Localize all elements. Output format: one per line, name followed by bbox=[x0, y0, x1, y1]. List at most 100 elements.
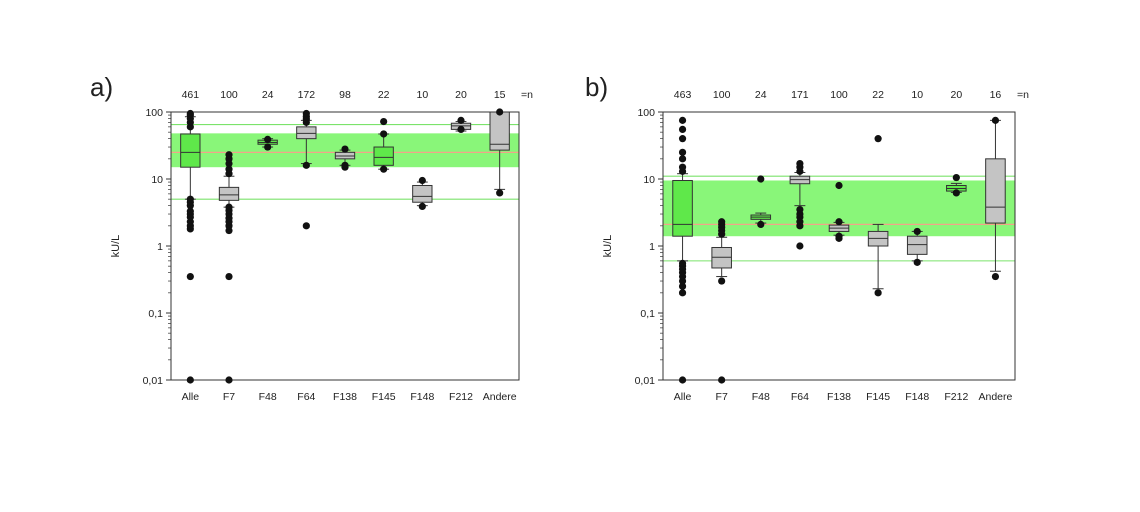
outlier-point bbox=[186, 376, 194, 384]
x-tick-label: F145 bbox=[866, 391, 890, 403]
box bbox=[985, 158, 1006, 224]
n-count-label: 463 bbox=[674, 89, 692, 101]
outlier-point bbox=[678, 376, 687, 384]
outlier-point bbox=[186, 272, 194, 281]
x-tick-label: Andere bbox=[483, 391, 517, 403]
x-tick-label: Andere bbox=[979, 391, 1013, 403]
x-tick-label: Alle bbox=[182, 391, 200, 403]
x-tick-label: Alle bbox=[674, 391, 692, 403]
outlier-point bbox=[418, 176, 426, 185]
n-suffix-label: =n bbox=[521, 89, 533, 101]
n-count-label: 22 bbox=[378, 89, 390, 101]
plot-frame bbox=[662, 111, 1016, 381]
outlier-point bbox=[796, 159, 804, 168]
x-tick-label: F48 bbox=[752, 391, 770, 403]
outlier-point bbox=[835, 232, 843, 240]
box bbox=[373, 146, 394, 166]
n-count-label: 22 bbox=[872, 89, 884, 101]
x-tick-label: F148 bbox=[905, 391, 929, 403]
outlier-point bbox=[341, 161, 349, 169]
outlier-point bbox=[913, 227, 921, 236]
outlier-point bbox=[302, 161, 310, 169]
n-count-label: 15 bbox=[494, 89, 506, 101]
outlier-point bbox=[264, 143, 272, 151]
outlier-point bbox=[186, 207, 194, 215]
n-suffix-label: =n bbox=[1017, 89, 1029, 101]
box bbox=[672, 179, 693, 237]
n-count-label: 172 bbox=[298, 89, 316, 101]
outlier-point bbox=[678, 163, 687, 171]
x-tick-label: F64 bbox=[791, 391, 809, 403]
x-tick-label: F212 bbox=[449, 391, 473, 403]
outlier-point bbox=[757, 220, 765, 229]
x-tick-label: F145 bbox=[372, 391, 396, 403]
outlier-point bbox=[380, 117, 388, 126]
x-tick-label: F7 bbox=[716, 391, 728, 403]
n-count-label: 100 bbox=[830, 89, 848, 101]
outlier-point bbox=[757, 175, 765, 183]
outlier-point bbox=[678, 148, 687, 156]
outlier-point bbox=[874, 289, 882, 297]
x-tick-label: F48 bbox=[259, 391, 277, 403]
x-tick-label: F212 bbox=[944, 391, 968, 403]
outlier-point bbox=[380, 165, 388, 173]
outlier-point bbox=[678, 289, 687, 297]
outlier-point bbox=[796, 205, 804, 214]
n-count-label: 100 bbox=[713, 89, 731, 101]
y-tick-label: 0,01 bbox=[143, 375, 164, 387]
outlier-point bbox=[341, 145, 349, 153]
outlier-point bbox=[225, 203, 233, 211]
n-count-label: 100 bbox=[220, 89, 238, 101]
outlier-point bbox=[678, 282, 687, 290]
outlier-point bbox=[952, 189, 960, 197]
n-count-label: 10 bbox=[911, 89, 923, 101]
outlier-point bbox=[718, 277, 726, 285]
box bbox=[711, 246, 732, 269]
n-count-label: 20 bbox=[950, 89, 962, 101]
outlier-point bbox=[186, 195, 194, 203]
outlier-point bbox=[302, 109, 310, 118]
outlier-point bbox=[225, 151, 233, 159]
panel-b: 0,01 0,1 1 10 100 kU/L b) 463 100 24 171 100 22 10 20 1… bbox=[585, 72, 1029, 403]
outlier-point bbox=[186, 109, 194, 118]
outlier-point bbox=[991, 116, 1000, 124]
n-count-label: 16 bbox=[990, 89, 1002, 101]
panel-label: a) bbox=[90, 72, 113, 102]
y-tick-label: 1 bbox=[157, 241, 163, 253]
y-tick-label: 10 bbox=[151, 174, 163, 186]
box bbox=[412, 184, 433, 203]
y-tick-label: 0,1 bbox=[148, 308, 163, 320]
x-tick-label: F64 bbox=[297, 391, 315, 403]
n-count-label: 171 bbox=[791, 89, 809, 101]
outlier-point bbox=[678, 259, 687, 267]
box bbox=[296, 126, 317, 140]
x-tick-label: F148 bbox=[410, 391, 434, 403]
outlier-point bbox=[913, 258, 921, 266]
n-count-label: 24 bbox=[262, 89, 274, 101]
box bbox=[906, 235, 928, 255]
outlier-point bbox=[796, 242, 804, 250]
outlier-point bbox=[835, 218, 843, 226]
x-tick-label: F138 bbox=[333, 391, 357, 403]
y-tick-label: 1 bbox=[649, 241, 655, 253]
panel-a: 0,01 0,1 1 10 100 kU/L a) 461 100 24 172 98 22 10 20 15… bbox=[90, 72, 533, 403]
y-axis-label: kU/L bbox=[602, 235, 614, 258]
outlier-point bbox=[718, 218, 726, 226]
outlier-point bbox=[678, 135, 687, 143]
outlier-point bbox=[718, 376, 726, 384]
box bbox=[180, 133, 201, 168]
y-tick-label: 100 bbox=[637, 107, 655, 119]
outlier-point bbox=[457, 125, 465, 133]
outlier-point bbox=[835, 181, 843, 190]
panel-label: b) bbox=[585, 72, 608, 102]
outlier-point bbox=[874, 135, 882, 143]
outlier-point bbox=[225, 165, 233, 173]
y-tick-label: 0,1 bbox=[640, 308, 655, 320]
x-tick-label: F7 bbox=[223, 391, 235, 403]
outlier-point bbox=[952, 173, 960, 182]
box bbox=[218, 186, 240, 201]
y-axis-label: kU/L bbox=[110, 235, 122, 258]
n-count-label: 24 bbox=[755, 89, 767, 101]
outlier-point bbox=[678, 125, 687, 133]
